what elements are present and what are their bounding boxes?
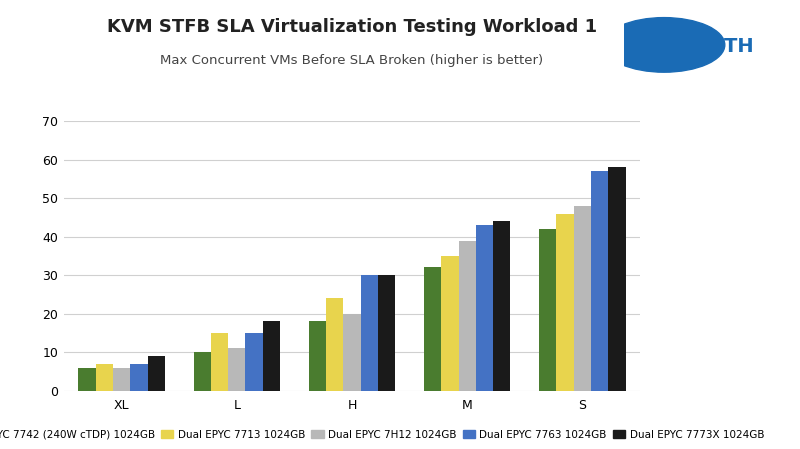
Bar bbox=[147, 356, 165, 391]
Bar bbox=[591, 171, 608, 391]
Bar bbox=[539, 229, 557, 391]
Bar bbox=[130, 364, 147, 391]
Bar bbox=[113, 368, 130, 391]
Bar bbox=[557, 214, 574, 391]
Bar bbox=[194, 352, 211, 391]
Text: Max Concurrent VMs Before SLA Broken (higher is better): Max Concurrent VMs Before SLA Broken (hi… bbox=[161, 54, 543, 67]
Bar bbox=[442, 256, 458, 391]
Bar bbox=[246, 333, 262, 391]
Bar bbox=[493, 221, 510, 391]
Bar bbox=[378, 275, 395, 391]
Bar bbox=[608, 167, 626, 391]
Bar bbox=[262, 321, 280, 391]
Text: KVM STFB SLA Virtualization Testing Workload 1: KVM STFB SLA Virtualization Testing Work… bbox=[107, 18, 597, 36]
Bar bbox=[361, 275, 378, 391]
Bar bbox=[574, 206, 591, 391]
Bar bbox=[326, 298, 343, 391]
Bar bbox=[211, 333, 228, 391]
Bar bbox=[476, 225, 493, 391]
Circle shape bbox=[603, 18, 725, 72]
Legend: Dual EPYC 7742 (240W cTDP) 1024GB, Dual EPYC 7713 1024GB, Dual EPYC 7H12 1024GB,: Dual EPYC 7742 (240W cTDP) 1024GB, Dual … bbox=[0, 426, 768, 444]
Text: STH: STH bbox=[711, 37, 754, 56]
Bar bbox=[343, 314, 361, 391]
Bar bbox=[424, 268, 442, 391]
Bar bbox=[458, 241, 476, 391]
Bar bbox=[78, 368, 96, 391]
Bar bbox=[96, 364, 113, 391]
Bar bbox=[309, 321, 326, 391]
Bar bbox=[228, 348, 246, 391]
